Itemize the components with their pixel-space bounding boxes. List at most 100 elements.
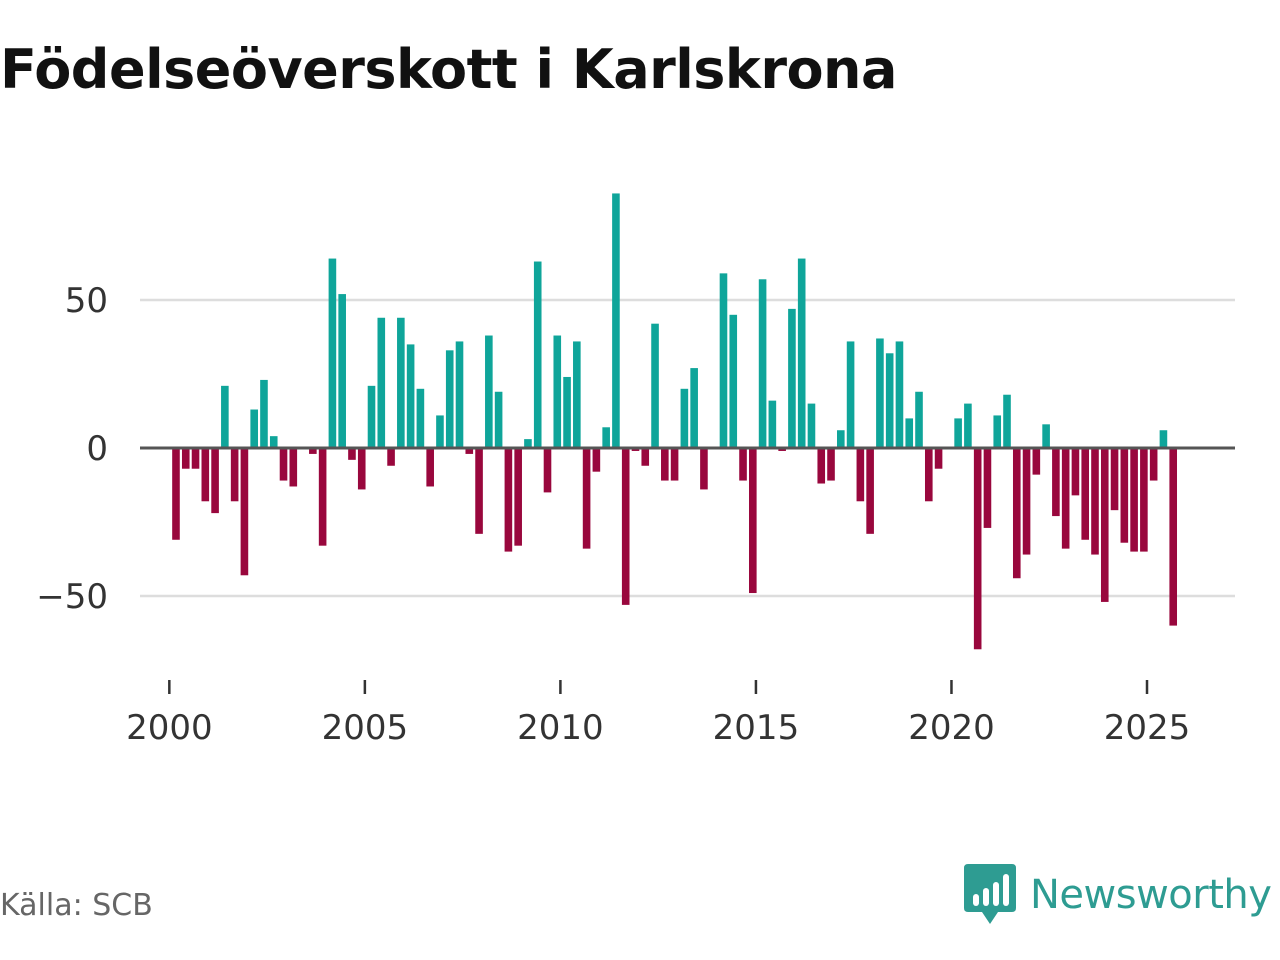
newsworthy-logo-icon (964, 864, 1016, 924)
bar (269, 436, 278, 448)
bar (905, 418, 914, 448)
bar (641, 448, 650, 466)
bar (211, 448, 219, 514)
bar (827, 448, 835, 481)
bar (524, 439, 532, 448)
bar (318, 448, 327, 546)
source-label: Källa: SCB (0, 888, 153, 923)
y-tick-label: 0 (86, 429, 108, 469)
bar (973, 448, 982, 650)
bar (1071, 448, 1080, 496)
bar (661, 448, 669, 481)
bar (221, 385, 229, 448)
bar (729, 314, 738, 448)
bar (1110, 448, 1119, 511)
bar (455, 341, 464, 448)
bar (983, 448, 992, 528)
bar (817, 448, 826, 484)
bar (240, 448, 249, 576)
bar (1159, 430, 1168, 448)
bar (426, 448, 434, 487)
x-tick-label: 2015 (713, 708, 800, 748)
bar (1140, 448, 1148, 552)
bar (387, 448, 395, 466)
bars (172, 193, 1178, 650)
bar (563, 376, 571, 448)
bar (465, 448, 474, 454)
bar (924, 448, 933, 502)
bar (964, 403, 972, 448)
bar (357, 448, 366, 490)
bar (201, 448, 210, 502)
bar (289, 448, 298, 487)
bar (260, 379, 268, 448)
bar (1052, 448, 1060, 517)
y-tick-label: 50 (65, 281, 108, 321)
bar (494, 391, 503, 448)
bar (895, 341, 904, 448)
bar (621, 448, 630, 605)
bar (1169, 448, 1178, 626)
bar (406, 344, 415, 448)
bar (377, 317, 386, 448)
x-tick-label: 2000 (126, 708, 213, 748)
bar (475, 448, 483, 534)
bar (758, 279, 767, 448)
bar (348, 448, 356, 460)
bar (700, 448, 708, 490)
bar (309, 448, 317, 454)
bar (397, 317, 405, 448)
bar (856, 448, 865, 502)
bar (338, 294, 346, 448)
bar (367, 385, 376, 448)
bar (690, 368, 698, 448)
bar (934, 448, 943, 469)
bar (1003, 394, 1011, 448)
bar (1120, 448, 1129, 543)
bar (172, 448, 180, 540)
axes: 50 0 −50 2000 2005 2010 2015 2020 2025 (36, 281, 1235, 748)
x-tick-label: 2010 (517, 708, 604, 748)
bar (837, 430, 845, 448)
bar (797, 258, 806, 448)
bar (416, 388, 425, 448)
bar (250, 409, 258, 448)
bar (993, 415, 1002, 448)
bar (1149, 448, 1158, 481)
chart-title: Födelseöverskott i Karlskrona (0, 38, 897, 101)
bar (876, 338, 884, 448)
bar (719, 273, 728, 448)
bar (1042, 424, 1050, 448)
bar (1022, 448, 1031, 555)
bar (885, 353, 894, 448)
grid-lines (140, 298, 1235, 598)
bar (915, 391, 923, 448)
bar (543, 448, 552, 493)
bar (954, 418, 962, 448)
bar (436, 415, 444, 448)
bar (582, 448, 591, 549)
x-tick-label: 2020 (908, 708, 995, 748)
bar (328, 258, 337, 448)
bar (846, 341, 855, 448)
bar (533, 261, 542, 448)
bar (651, 323, 659, 448)
bar (279, 448, 288, 481)
bar (1081, 448, 1090, 540)
bar (1130, 448, 1138, 552)
brand-name: Newsworthy (1030, 872, 1272, 918)
bar (514, 448, 522, 546)
bar (680, 388, 689, 448)
bar (445, 350, 454, 448)
bar (768, 400, 777, 448)
bar (504, 448, 513, 552)
bar (807, 403, 816, 448)
bar (1032, 448, 1041, 475)
bar (181, 448, 190, 469)
bar (553, 335, 562, 448)
bar (1091, 448, 1099, 555)
bar (788, 308, 796, 448)
bar (191, 448, 200, 469)
newsworthy-brand[interactable]: Newsworthy (964, 864, 1272, 926)
